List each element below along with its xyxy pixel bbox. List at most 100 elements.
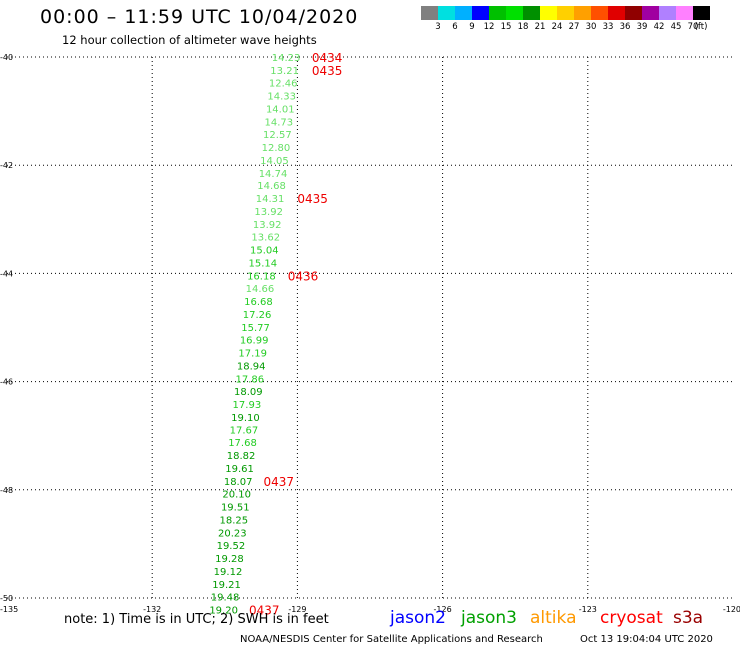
scale-label: 9 (469, 22, 475, 32)
swh-value-label: 12.80 (262, 143, 291, 154)
swh-value-label: 14.01 (266, 104, 295, 115)
swh-value-label: 13.21 (270, 66, 299, 77)
scale-label: 36 (619, 22, 631, 32)
scale-label: 30 (585, 22, 597, 32)
scale-swatch (455, 6, 472, 20)
y-tick-label: -40 (0, 53, 13, 62)
scale-swatch (574, 6, 591, 20)
swh-value-label: 15.04 (250, 246, 279, 257)
footer-note: note: 1) Time is in UTC; 2) SWH is in fe… (64, 612, 329, 627)
scale-swatch (421, 6, 438, 20)
swh-value-label: 18.07 (224, 477, 253, 488)
scale-label: 27 (568, 22, 580, 32)
swh-value-label: 14.33 (267, 91, 296, 102)
y-tick-label: -50 (0, 594, 13, 603)
color-scale (421, 6, 710, 20)
time-label: 0435 (312, 64, 343, 78)
scale-swatch (472, 6, 489, 20)
swh-value-label: 14.66 (246, 284, 275, 295)
swh-value-label: 19.28 (215, 554, 244, 565)
scale-label: 6 (452, 22, 458, 32)
swh-value-label: 16.18 (247, 272, 276, 283)
scale-label: (ft) (694, 22, 708, 32)
swh-value-label: 20.10 (222, 490, 251, 501)
scale-label: 18 (517, 22, 529, 32)
scale-swatch (540, 6, 557, 20)
scale-label: 21 (534, 22, 546, 32)
scale-swatch (608, 6, 625, 20)
swh-value-label: 14.73 (264, 117, 293, 128)
swh-value-label: 14.68 (257, 181, 286, 192)
legend-jason2: jason2 (390, 608, 446, 628)
swh-value-label: 14.31 (256, 194, 285, 205)
swh-value-label: 14.74 (259, 169, 288, 180)
swh-value-label: 20.23 (218, 529, 247, 540)
scale-label: 3 (435, 22, 441, 32)
y-tick-label: -48 (0, 486, 13, 495)
credit-line: NOAA/NESDIS Center for Satellite Applica… (240, 634, 543, 645)
swh-value-label: 13.92 (254, 207, 283, 218)
swh-value-label: 19.12 (214, 567, 243, 578)
time-label: 0437 (249, 603, 280, 617)
time-label: 0437 (264, 475, 295, 489)
legend-cryosat: cryosat (600, 608, 663, 628)
swh-value-label: 13.92 (253, 220, 282, 231)
swh-value-label: 19.21 (212, 580, 241, 591)
scale-swatch (676, 6, 693, 20)
swh-value-label: 19.52 (217, 541, 246, 552)
x-tick-label: -126 (434, 605, 452, 614)
swh-value-label: 12.57 (263, 130, 292, 141)
legend-jason3: jason3 (461, 608, 517, 628)
x-tick-label: -123 (579, 605, 597, 614)
swh-value-label: 18.82 (227, 451, 256, 462)
swh-value-label: 18.94 (237, 361, 266, 372)
scale-label: 12 (483, 22, 495, 32)
swh-value-label: 19.51 (221, 503, 250, 514)
swh-value-label: 19.61 (225, 464, 254, 475)
scale-label: 70 (687, 22, 699, 32)
swh-value-label: 16.68 (244, 297, 273, 308)
swh-value-label: 17.68 (228, 438, 257, 449)
swh-value-label: 14.05 (260, 156, 289, 167)
generated-timestamp: Oct 13 19:04:04 UTC 2020 (580, 634, 713, 645)
time-label: 0434 (312, 51, 343, 65)
swh-value-label: 18.25 (219, 516, 248, 527)
y-tick-label: -46 (0, 378, 13, 387)
swh-value-label: 13.62 (251, 233, 280, 244)
scale-swatch (506, 6, 523, 20)
chart-subtitle: 12 hour collection of altimeter wave hei… (62, 33, 317, 47)
scale-swatch (523, 6, 540, 20)
x-tick-label: -129 (288, 605, 306, 614)
scale-label: 42 (653, 22, 665, 32)
swh-value-label: 19.10 (231, 413, 260, 424)
x-tick-label: -132 (143, 605, 161, 614)
y-tick-label: -42 (0, 161, 13, 170)
scale-label: 33 (602, 22, 614, 32)
scale-swatch (642, 6, 659, 20)
time-label: 0436 (288, 270, 319, 284)
swh-value-label: 17.19 (238, 348, 267, 359)
y-tick-label: -44 (0, 269, 13, 278)
swh-value-label: 17.67 (230, 426, 259, 437)
x-tick-label: -135 (0, 605, 18, 614)
scale-swatch (659, 6, 676, 20)
swh-value-label: 19.20 (209, 605, 238, 616)
x-tick-label: -120 (723, 605, 740, 614)
scale-swatch (438, 6, 455, 20)
chart-title: 00:00 – 11:59 UTC 10/04/2020 (40, 6, 359, 28)
swh-value-label: 17.26 (243, 310, 272, 321)
swh-value-label: 19.48 (211, 592, 240, 603)
scale-swatch (591, 6, 608, 20)
scale-label: 39 (636, 22, 648, 32)
scale-label: 15 (500, 22, 512, 32)
swh-value-label: 16.99 (240, 335, 269, 346)
scale-swatch (557, 6, 574, 20)
scale-swatch (693, 6, 710, 20)
scale-label: 45 (670, 22, 682, 32)
swh-value-label: 12.46 (269, 78, 298, 89)
scale-swatch (625, 6, 642, 20)
time-label: 0435 (297, 192, 328, 206)
swh-value-label: 15.77 (241, 323, 270, 334)
swh-value-label: 18.09 (234, 387, 263, 398)
